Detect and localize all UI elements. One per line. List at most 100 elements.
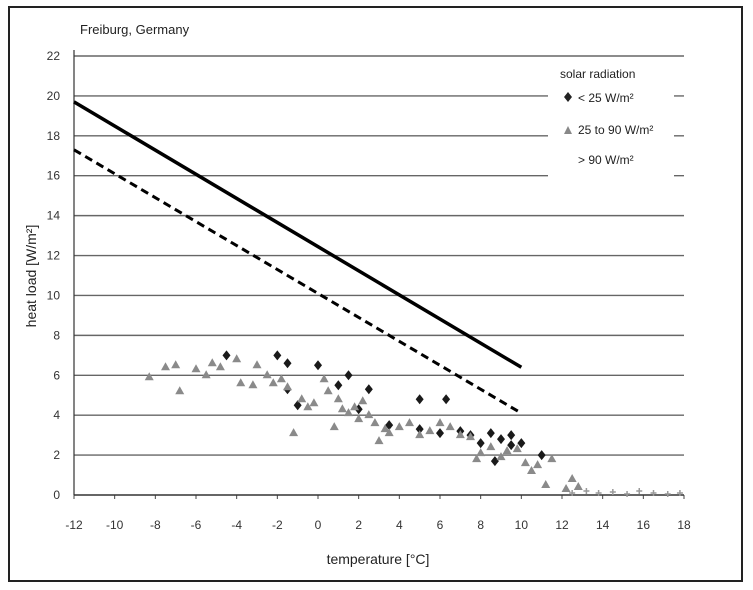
x-tick-label: -4: [231, 518, 242, 532]
x-tick-label: -10: [106, 518, 124, 532]
legend-entry-3: > 90 W/m²: [578, 153, 634, 167]
triangle-point: [512, 444, 522, 453]
y-tick-label: 10: [47, 288, 61, 302]
legend-triangle-marker: [564, 126, 572, 134]
triangle-point: [323, 386, 333, 395]
y-axis-label: heat load [W/m²]: [23, 225, 39, 328]
triangle-point: [333, 394, 343, 403]
triangle-point: [215, 362, 225, 371]
diamond-point: [497, 434, 505, 445]
triangle-point: [309, 398, 319, 407]
diamond-point: [442, 394, 451, 405]
y-tick-label: 16: [47, 169, 61, 183]
diamond-point: [517, 438, 526, 449]
diamond-point: [273, 350, 282, 361]
x-tick-label: 14: [596, 518, 610, 532]
diamond-point: [283, 358, 292, 369]
triangle-point: [236, 378, 246, 387]
y-tick-label: 22: [47, 49, 61, 63]
legend-entry-1: < 25 W/m²: [578, 91, 634, 105]
cross-point: [595, 490, 602, 497]
triangle-point: [350, 402, 360, 411]
diamond-point: [415, 424, 424, 435]
triangle-point: [283, 382, 292, 391]
legend-diamond-marker: [564, 92, 572, 102]
tick-labels: 0 2 4 6 8 10 12 14 16 18 20 22 -12 -10 -8 -6 -4 -2 0 2 4 6 8 10…: [47, 49, 691, 532]
triangle-point: [370, 418, 380, 427]
diamond-point: [507, 440, 516, 451]
triangle-point: [567, 474, 577, 483]
diamond-point: [293, 400, 302, 411]
triangle-point: [337, 404, 347, 413]
triangle-point: [344, 408, 353, 417]
triangle-point: [415, 430, 425, 439]
diamond-point: [490, 456, 499, 467]
triangle-point: [405, 418, 414, 427]
chart-title: Freiburg, Germany: [80, 22, 190, 37]
x-tick-label: 18: [677, 518, 691, 532]
cross-point: [609, 489, 616, 496]
y-tick-label: 2: [53, 448, 60, 462]
cross-point: [676, 490, 683, 497]
triangle-point: [476, 448, 486, 457]
triangle-point: [329, 422, 339, 431]
x-axis-label: temperature [°C]: [327, 551, 430, 567]
diamond-point: [476, 438, 485, 449]
triangle-point: [358, 396, 368, 405]
triangle-point: [268, 378, 278, 387]
triangle-point: [445, 422, 455, 431]
triangle-point: [486, 442, 496, 451]
triangle-point: [144, 372, 154, 381]
triangle-point: [384, 428, 394, 437]
triangle-point: [533, 460, 543, 469]
x-tick-label: 16: [637, 518, 651, 532]
diamond-point: [436, 428, 444, 439]
diamond-point: [415, 394, 424, 405]
y-tick-label: 4: [53, 408, 60, 422]
triangle-point: [466, 432, 475, 441]
cross-point: [664, 491, 671, 498]
diamond-point: [507, 430, 516, 441]
x-tick-label: 8: [477, 518, 484, 532]
y-tick-label: 20: [47, 89, 61, 103]
y-tick-label: 6: [53, 368, 60, 382]
legend-title: solar radiation: [560, 67, 635, 81]
cross-point: [624, 491, 631, 498]
diamond-point: [364, 384, 373, 395]
triangle-point: [191, 364, 201, 373]
triangle-point: [541, 480, 551, 489]
legend-box: [548, 58, 674, 178]
triangle-point: [262, 370, 272, 379]
y-tick-label: 12: [47, 249, 61, 263]
triangle-point: [394, 422, 404, 431]
cross-point: [636, 488, 643, 495]
triangle-point: [248, 380, 258, 389]
x-tick-label: -12: [65, 518, 83, 532]
triangle-point: [502, 446, 512, 455]
triangle-point: [201, 370, 211, 379]
triangle-point: [573, 482, 583, 491]
triangle-point: [303, 402, 313, 411]
diamond-point: [486, 428, 495, 439]
cross-point: [583, 488, 590, 495]
diamond-point: [314, 360, 322, 371]
triangle-point: [472, 454, 482, 463]
x-tick-label: 10: [515, 518, 529, 532]
triangle-point: [354, 414, 364, 423]
triangle-point: [276, 374, 286, 383]
diamond-point: [222, 350, 231, 361]
triangle-point: [455, 430, 465, 439]
triangle-point: [207, 358, 217, 367]
data-points: [144, 350, 683, 498]
x-tick-label: 6: [437, 518, 444, 532]
triangle-point: [496, 452, 506, 461]
triangle-point: [289, 428, 299, 437]
x-tick-label: -6: [191, 518, 202, 532]
diamond-point: [537, 450, 546, 461]
triangle-point: [380, 424, 390, 433]
y-tick-label: 14: [47, 209, 61, 223]
y-tick-label: 0: [53, 488, 60, 502]
triangle-point: [374, 436, 384, 445]
triangle-point: [171, 360, 181, 369]
reference-lines: [73, 100, 523, 415]
